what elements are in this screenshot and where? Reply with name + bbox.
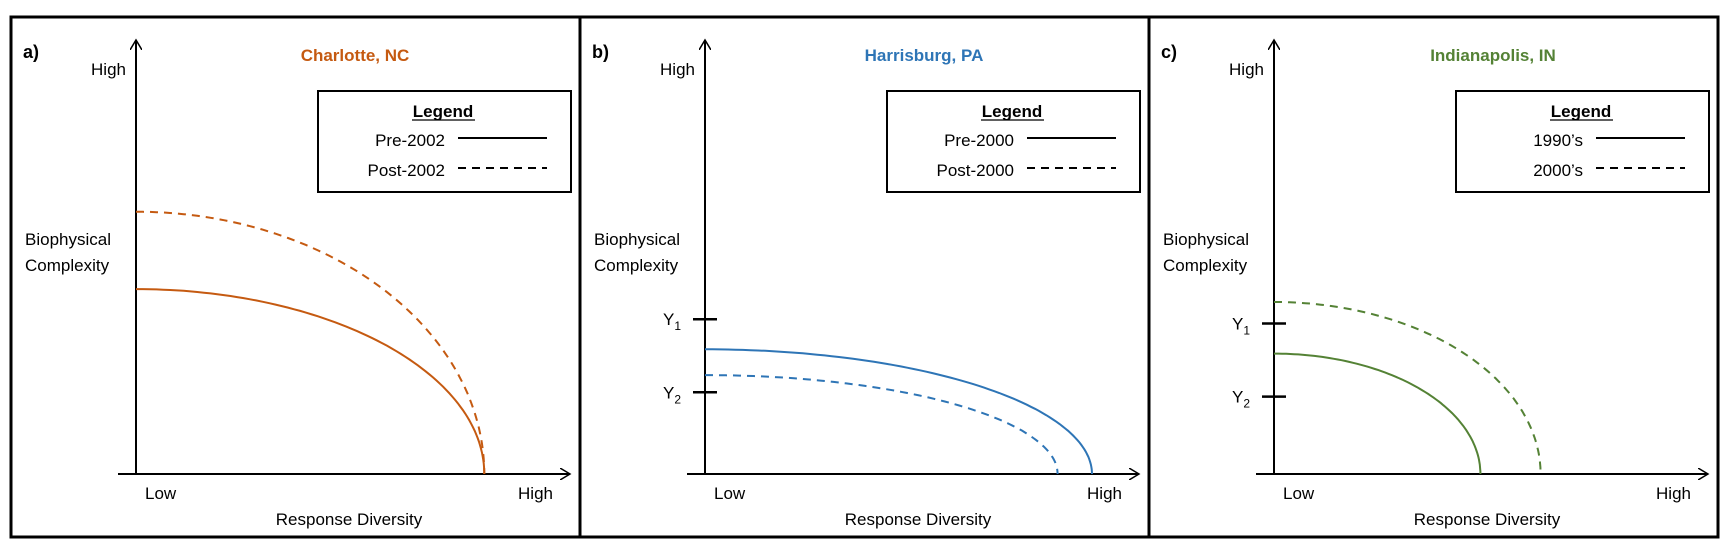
y-axis-label-line2: Complexity [594, 256, 679, 275]
panel-label: b) [592, 42, 609, 62]
panel-charlotte: a) Charlotte, NC High Biophysical Comple… [9, 15, 582, 539]
y-tick-label-2: Y2 [1232, 388, 1250, 411]
x-axis-label: Response Diversity [845, 510, 992, 529]
y-high-label: High [1229, 60, 1264, 79]
panel-title: Charlotte, NC [301, 46, 410, 65]
legend: Legend 1990’s 2000’s [1455, 90, 1710, 193]
y-high-label: High [91, 60, 126, 79]
curve-solid [1274, 352, 1482, 474]
x-high-label: High [1656, 484, 1691, 503]
panel-frame [1147, 15, 1720, 539]
y-tick-label-1: Y1 [663, 310, 681, 333]
y-tick-label-2: Y2 [663, 383, 681, 406]
legend-title: Legend [982, 102, 1042, 121]
curve-dashed [705, 374, 1059, 475]
y-axis-label-line1: Biophysical [594, 230, 680, 249]
y-axis-label-line2: Complexity [1163, 256, 1248, 275]
y-ticks: Y1 Y2 [663, 310, 717, 406]
legend-title: Legend [1551, 102, 1611, 121]
x-low-label: Low [145, 484, 177, 503]
curve-solid [136, 288, 486, 475]
legend-dashed-label: Post-2002 [368, 161, 446, 180]
legend-box [886, 90, 1141, 193]
legend-box [1455, 90, 1710, 193]
legend-box [317, 90, 572, 193]
x-high-label: High [1087, 484, 1122, 503]
legend: Legend Pre-2000 Post-2000 [886, 90, 1141, 193]
curve-solid [705, 348, 1093, 475]
panel-harrisburg: b) Harrisburg, PA High Biophysical Compl… [578, 15, 1151, 539]
curve-dashed [135, 210, 486, 475]
x-axis-label: Response Diversity [1414, 510, 1561, 529]
x-low-label: Low [1283, 484, 1315, 503]
legend: Legend Pre-2002 Post-2002 [317, 90, 572, 193]
y-axis-label-line2: Complexity [25, 256, 110, 275]
y-tick-label-1: Y1 [1232, 315, 1250, 338]
legend-solid-label: 1990’s [1533, 131, 1583, 150]
panel-title: Harrisburg, PA [865, 46, 984, 65]
panel-indianapolis: c) Indianapolis, IN High Biophysical Com… [1147, 15, 1720, 539]
curve-dashed [1274, 301, 1542, 475]
y-ticks: Y1 Y2 [1232, 315, 1286, 411]
panel-label: c) [1161, 42, 1177, 62]
y-axis-label-line1: Biophysical [1163, 230, 1249, 249]
legend-title: Legend [413, 102, 473, 121]
y-axis-label-line1: Biophysical [25, 230, 111, 249]
x-high-label: High [518, 484, 553, 503]
x-low-label: Low [714, 484, 746, 503]
legend-solid-label: Pre-2002 [375, 131, 445, 150]
panel-title: Indianapolis, IN [1430, 46, 1556, 65]
panel-label: a) [23, 42, 39, 62]
legend-dashed-label: 2000’s [1533, 161, 1583, 180]
x-axis-label: Response Diversity [276, 510, 423, 529]
legend-solid-label: Pre-2000 [944, 131, 1014, 150]
legend-dashed-label: Post-2000 [937, 161, 1015, 180]
y-high-label: High [660, 60, 695, 79]
